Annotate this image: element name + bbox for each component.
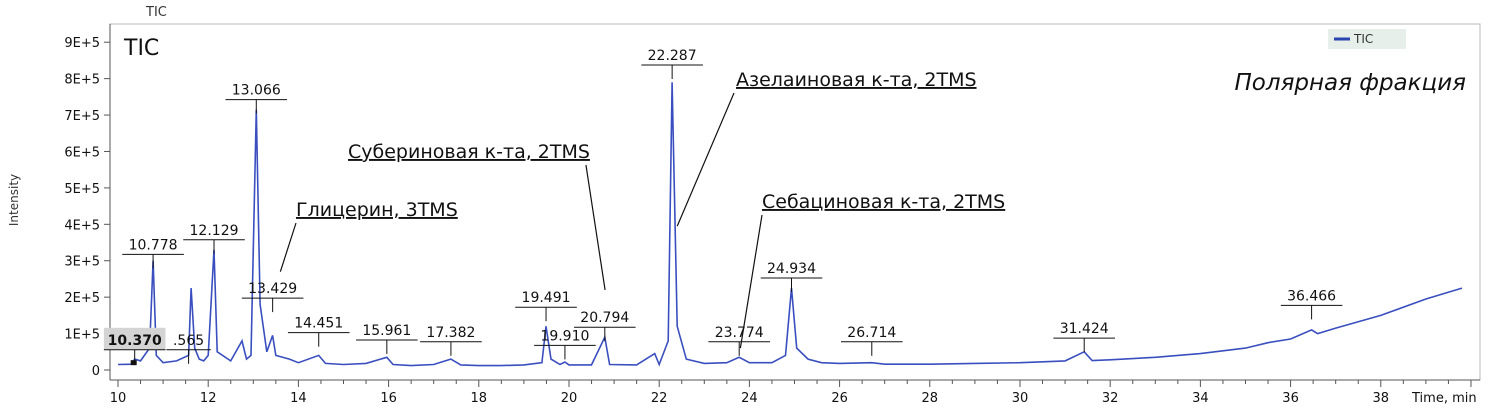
x-tick-label: 20	[561, 391, 578, 406]
compound-annotation-text: Азелаиновая к-та, 2TMS	[736, 69, 977, 91]
y-tick-label: 9E+5	[64, 36, 100, 51]
peak-label: 12.129	[183, 223, 245, 254]
peak-label-text: 26.714	[847, 325, 896, 341]
x-tick-label: 24	[741, 391, 758, 406]
y-axis-label: Intensity	[7, 174, 21, 226]
peak-label: 36.466	[1280, 288, 1343, 320]
y-tick-label: 2E+5	[64, 291, 100, 306]
peak-label-text: 14.451	[294, 316, 343, 332]
peak-label: 20.794	[574, 310, 636, 342]
y-tick-label: 1E+5	[64, 328, 100, 343]
legend-entry: TIC	[1353, 32, 1373, 46]
x-tick-label: 18	[471, 391, 488, 406]
peak-label-text: 23.774	[715, 325, 764, 341]
tic-series-line	[117, 82, 1463, 367]
peak-label: 31.424	[1053, 321, 1116, 353]
annotation-leader-line	[676, 92, 735, 227]
x-tick-label: 10	[110, 391, 127, 406]
peak-label: 26.714	[840, 325, 903, 356]
peak-label: .565	[166, 333, 211, 364]
x-tick-label: 28	[922, 391, 939, 406]
x-tick-label: 30	[1012, 391, 1029, 406]
annotation-leader-line	[279, 222, 297, 272]
peak-label: 17.382	[420, 325, 482, 356]
peak-label-text: 19.491	[522, 290, 571, 306]
peak-label-text: 13.429	[248, 281, 297, 297]
x-tick-label: 26	[831, 391, 848, 406]
x-tick-label: 32	[1102, 391, 1119, 406]
chart-title: TIC	[123, 36, 159, 61]
peak-label-text: 20.794	[580, 310, 629, 326]
selection-marker	[130, 360, 137, 366]
chart-subtitle: Полярная фракция	[1235, 70, 1467, 96]
legend-box	[1328, 29, 1406, 49]
x-tick-label: 36	[1282, 391, 1299, 406]
peak-label: 15.961	[356, 323, 418, 354]
compound-annotation-text: Себациновая к-та, 2TMS	[762, 191, 1005, 213]
annotation-leader-line	[585, 164, 606, 290]
x-tick-label: 12	[200, 391, 217, 406]
y-tick-label: 0	[92, 364, 100, 379]
top-label: TIC	[145, 5, 167, 20]
compound-annotation: Субериновая к-та, 2TMS	[348, 141, 606, 290]
peak-label-text: 24.934	[767, 261, 816, 277]
peak-label-text: 19.910	[540, 328, 589, 344]
x-tick-label: 34	[1192, 391, 1209, 406]
y-tick-label: 4E+5	[64, 218, 100, 233]
x-axis-label: Time, min	[1411, 391, 1477, 406]
peak-label-text: 31.424	[1060, 321, 1109, 337]
axis-layer: 0 1E+5 2E+5 3E+5 4E+5 5E+5 6E+5 7E+5 8E+5 9E+5 10 1…	[64, 24, 1480, 406]
x-tick-label: 22	[651, 391, 668, 406]
peak-label-text: .565	[173, 333, 204, 349]
peak-label: 23.774	[708, 325, 770, 356]
y-tick-label: 6E+5	[64, 145, 100, 160]
y-tick-label: 3E+5	[64, 255, 100, 270]
x-tick-label: 16	[380, 391, 397, 406]
x-tick-label: 14	[290, 391, 307, 406]
peak-label-text: 13.066	[232, 83, 281, 99]
selected-peak-box	[103, 327, 166, 350]
peak-label: 14.451	[287, 316, 350, 347]
peak-label: 19.910	[534, 328, 596, 360]
peak-label-text: 10.370	[108, 333, 162, 349]
peak-label: 22.287	[641, 48, 703, 79]
compound-annotation: Азелаиновая к-та, 2TMS	[676, 69, 977, 227]
y-tick-label: 8E+5	[64, 73, 100, 88]
legend: TIC	[1328, 29, 1406, 49]
peak-label-text: 36.466	[1287, 288, 1336, 304]
compound-annotation: Глицерин, 3TMS	[279, 199, 458, 272]
peak-label-text: 22.287	[648, 48, 697, 64]
annotations-layer: Глицерин, 3TMS Субериновая к-та, 2TMS Азел…	[130, 69, 1005, 366]
compound-annotation: Себациновая к-та, 2TMS	[739, 191, 1005, 349]
y-tick-label: 7E+5	[64, 109, 100, 124]
peak-label-text: 12.129	[190, 223, 239, 239]
peak-label: 19.491	[515, 290, 577, 322]
y-tick-label: 5E+5	[64, 182, 100, 197]
peak-label: 13.429	[241, 281, 304, 313]
peak-label-text: 17.382	[426, 325, 475, 341]
compound-annotation-text: Субериновая к-та, 2TMS	[348, 141, 590, 163]
peak-label-text: 15.961	[362, 323, 411, 339]
peak-label-text: 10.778	[129, 237, 178, 253]
peak-label: 24.934	[760, 261, 823, 293]
x-tick-label: 38	[1373, 391, 1390, 406]
peak-label: 13.066	[225, 83, 288, 114]
peak-label: 10.370	[103, 327, 166, 364]
peak-label: 10.778	[122, 237, 184, 269]
annotation-leader-line	[739, 214, 763, 349]
peak-labels-layer: 10.370 .565 10.778 12.129 13.066 13.429 14.451…	[103, 48, 1343, 364]
compound-annotation-text: Глицерин, 3TMS	[296, 199, 458, 221]
